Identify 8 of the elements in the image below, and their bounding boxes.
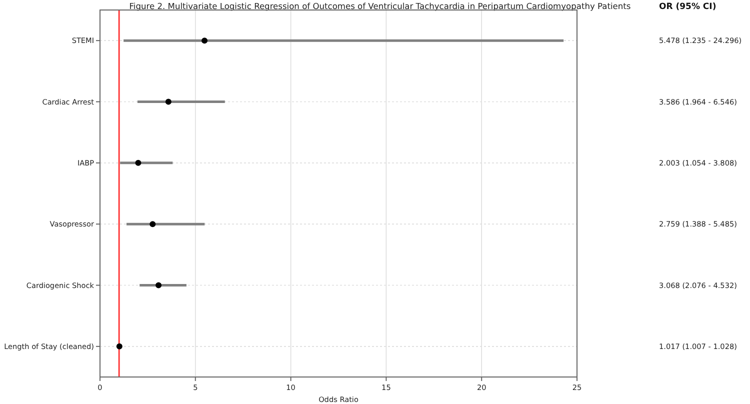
point <box>165 98 172 105</box>
point <box>150 221 156 228</box>
text: OR (95% CI) <box>659 2 716 12</box>
point <box>116 343 122 350</box>
point <box>135 160 142 166</box>
point <box>202 38 208 44</box>
point <box>156 282 162 288</box>
chart-title: Figure 2. Multivariate Logistic Regression of Outcomes of Ventricular Tachycardia in Peripartum Cardiomyopathy Patients <box>129 1 631 11</box>
